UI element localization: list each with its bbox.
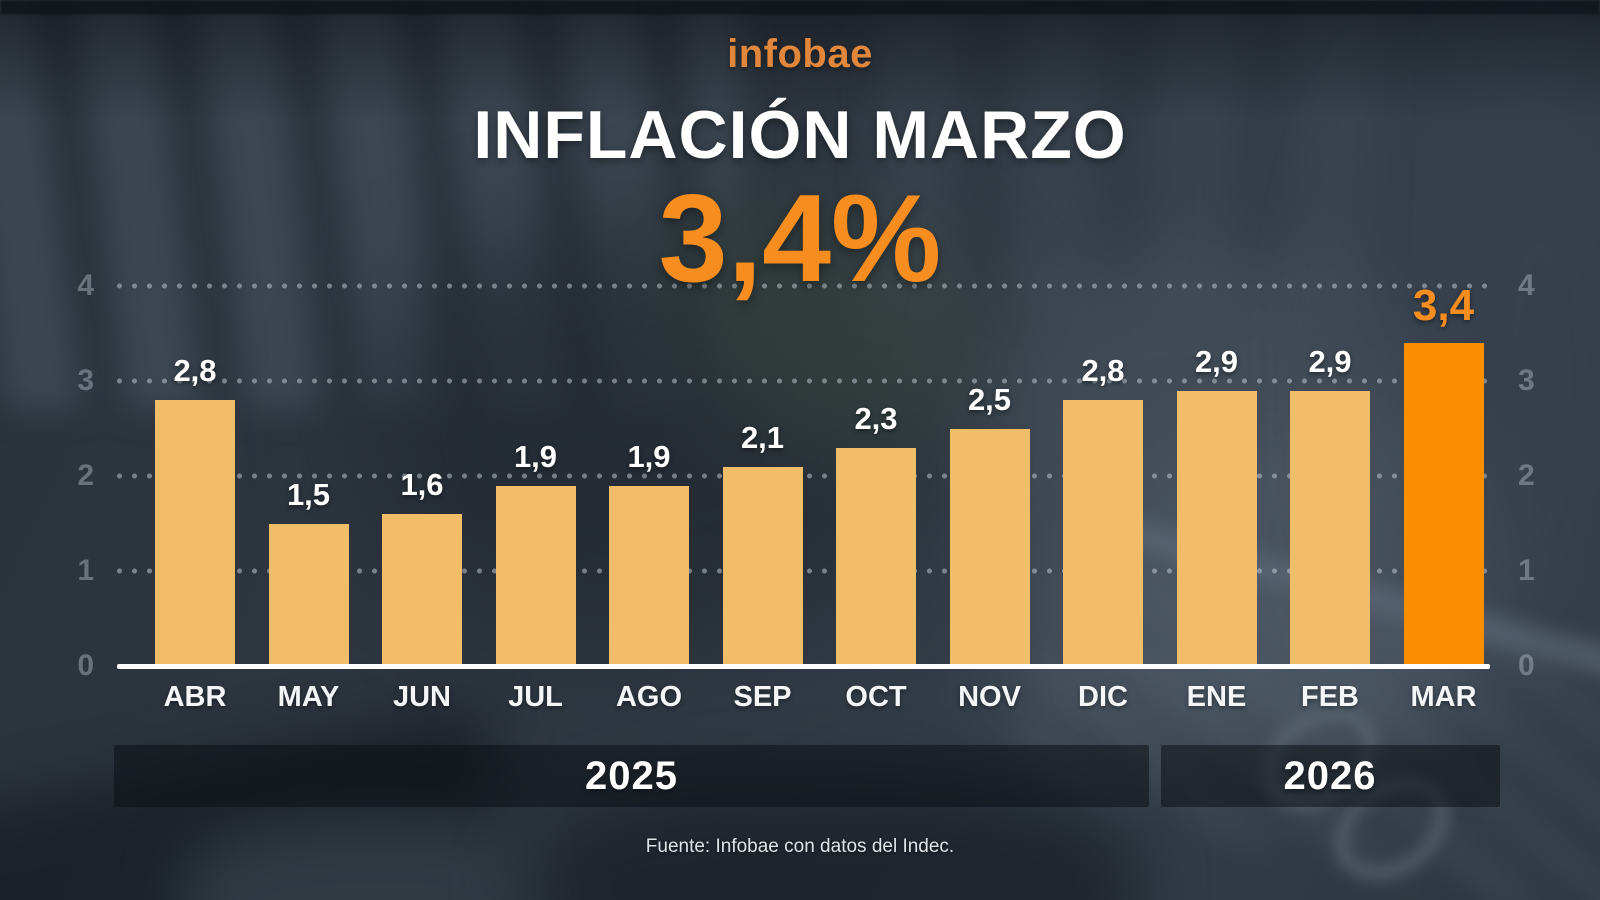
bar-jun <box>382 514 462 666</box>
x-axis-label-sep: SEP <box>733 681 792 713</box>
bar-nov <box>949 428 1030 666</box>
bar-may <box>268 523 349 666</box>
header: infobae INFLACIÓN MARZO 3,4% <box>0 0 1600 301</box>
y-axis-label-right-1: 1 <box>1518 554 1535 587</box>
y-axis-label-left-2: 2 <box>77 459 94 492</box>
gridline-3 <box>112 378 1490 384</box>
year-band-label: 2026 <box>1283 753 1377 798</box>
x-axis-label-mar: MAR <box>1410 681 1477 713</box>
y-axis-label-left-0: 0 <box>77 649 94 682</box>
x-axis-line <box>117 664 1490 669</box>
y-axis-label-right-0: 0 <box>1518 649 1535 682</box>
bar-mar <box>1403 343 1484 666</box>
source-note: Fuente: Infobae con datos del Indec. <box>645 836 955 857</box>
bar-dic <box>1063 400 1143 666</box>
bar-value-may: 1,5 <box>286 476 331 512</box>
y-axis-label-left-1: 1 <box>77 554 94 587</box>
bar-ago <box>609 485 689 666</box>
year-band-label: 2025 <box>585 753 678 798</box>
x-axis-label-oct: OCT <box>845 681 907 713</box>
bar-ene <box>1176 390 1257 666</box>
y-axis-label-left-3: 3 <box>77 364 94 397</box>
bar-value-abr: 2,8 <box>173 353 217 388</box>
bar-jul <box>495 485 576 666</box>
bar-sep <box>722 466 803 666</box>
infobae-logo: infobae <box>727 32 873 76</box>
year-band-2025: 2025 <box>114 745 1149 807</box>
bar-oct <box>836 447 916 666</box>
headline-value: 3,4% <box>658 170 942 308</box>
bar-abr <box>155 400 235 666</box>
bar-value-feb: 2,9 <box>1308 343 1352 379</box>
y-axis-label-right-3: 3 <box>1518 364 1535 397</box>
x-axis-label-ago: AGO <box>615 681 683 713</box>
bar-feb <box>1290 390 1370 666</box>
chart-title: INFLACIÓN MARZO <box>473 97 1127 173</box>
y-axis-label-right-2: 2 <box>1518 459 1535 492</box>
year-band-2026: 2026 <box>1160 745 1500 807</box>
